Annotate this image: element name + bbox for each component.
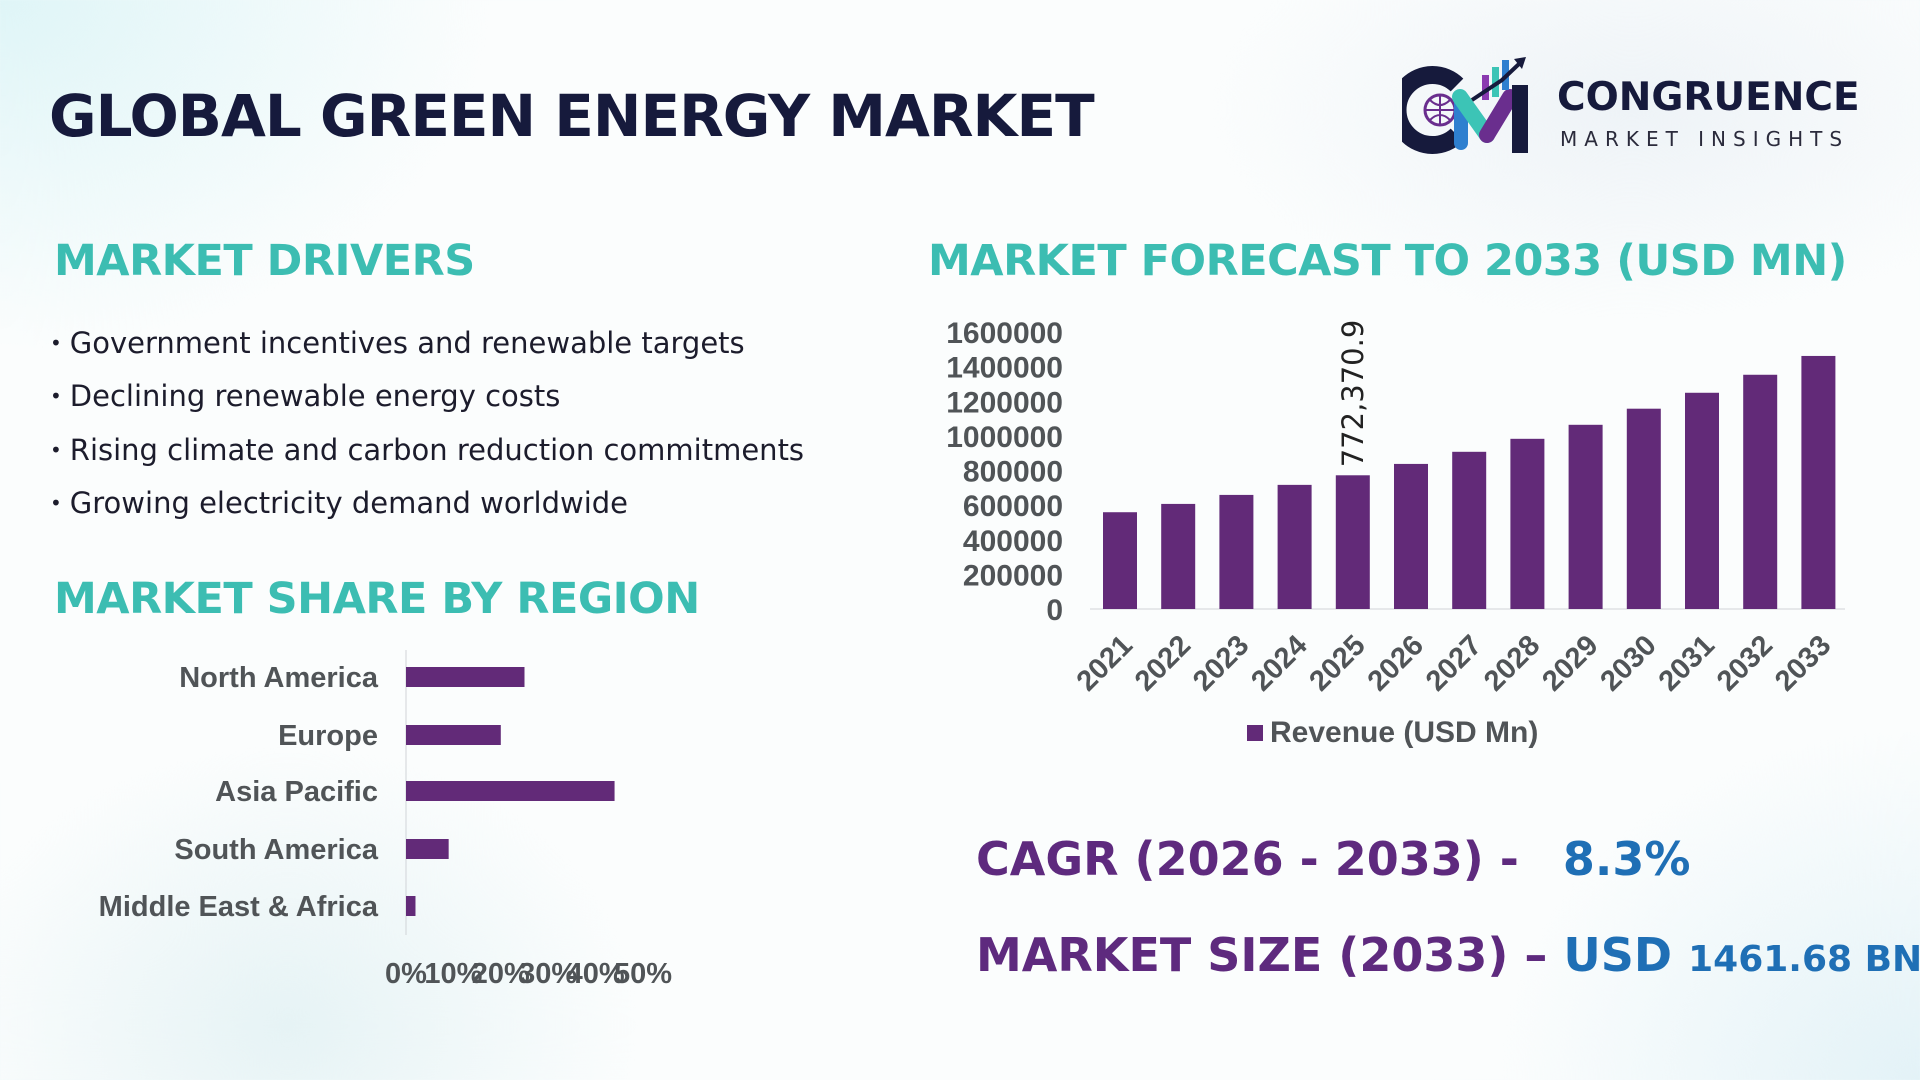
tick-label: 2033	[1769, 629, 1837, 697]
forecast-bar	[1394, 463, 1428, 609]
region-bar-chart: North America Europe Asia Pacific South Ame…	[99, 650, 672, 990]
tick-label: 1400000	[946, 352, 1063, 385]
tick-label: 1600000	[946, 317, 1063, 350]
market-size-value: 1461.68 BN	[1688, 939, 1920, 980]
cagr-label: CAGR (2026 - 2033) -	[976, 832, 1519, 886]
forecast-bar-chart: 0200000400000600000800000100000012000001…	[946, 317, 1845, 749]
forecast-bar	[1743, 374, 1778, 609]
cagr: CAGR (2026 - 2033) - 8.3%	[976, 832, 1690, 886]
tick-label: 2027	[1420, 629, 1488, 697]
driver-item: • Growing electricity demand worldwide	[50, 486, 629, 520]
region-bar	[406, 839, 449, 859]
tick-label: 2024	[1245, 629, 1313, 697]
forecast-bar	[1219, 494, 1254, 609]
driver-text: Growing electricity demand worldwide	[69, 486, 629, 520]
region-bar	[406, 896, 416, 916]
forecast-bar	[1685, 392, 1719, 609]
legend-label: Revenue (USD Mn)	[1270, 716, 1538, 749]
category-label: South America	[174, 834, 378, 866]
tick-label: 1000000	[946, 421, 1063, 454]
driver-item: • Declining renewable energy costs	[50, 379, 561, 413]
tick-label: 600000	[963, 490, 1063, 523]
category-label: Asia Pacific	[215, 776, 378, 808]
tick-label: 1200000	[946, 386, 1063, 419]
category-label: North America	[179, 662, 379, 694]
region-bar	[406, 667, 525, 687]
forecast-bar	[1801, 355, 1836, 609]
tick-label: 2025	[1304, 629, 1372, 697]
region-chart-title: MARKET SHARE BY REGION	[54, 574, 700, 624]
forecast-chart-title: MARKET FORECAST TO 2033 (USD MN)	[928, 236, 1847, 286]
driver-item: • Rising climate and carbon reduction com…	[50, 433, 805, 467]
tick-label: 2023	[1187, 629, 1255, 697]
tick-label: 10%	[424, 958, 482, 990]
tick-label: 2022	[1129, 629, 1197, 697]
forecast-bar	[1568, 424, 1603, 609]
legend-swatch	[1247, 725, 1263, 741]
tick-label: 0%	[385, 958, 427, 990]
tick-label: 2028	[1478, 629, 1546, 697]
forecast-bar	[1510, 438, 1545, 609]
forecast-bar	[1161, 503, 1196, 609]
logo-tagline: MARKET INSIGHTS	[1560, 127, 1850, 151]
logo-mark-icon	[1388, 57, 1528, 154]
driver-text: Declining renewable energy costs	[69, 379, 561, 413]
driver-text: Rising climate and carbon reduction comm…	[69, 433, 805, 467]
logo	[1388, 55, 1552, 155]
forecast-bar	[1626, 408, 1661, 609]
forecast-bar	[1335, 475, 1370, 609]
tick-label: 2029	[1536, 629, 1604, 697]
tick-label: 50%	[614, 958, 672, 990]
logo-name: CONGRUENCE	[1557, 75, 1860, 120]
tick-label: 400000	[963, 525, 1063, 558]
market-size-label: MARKET SIZE (2033) –	[976, 928, 1548, 982]
tick-label: 2030	[1595, 629, 1663, 697]
forecast-bar	[1277, 484, 1312, 609]
tick-label: 800000	[963, 456, 1063, 489]
market-size: MARKET SIZE (2033) – USD 1461.68 BN	[976, 928, 1920, 982]
tick-label: 2032	[1711, 629, 1779, 697]
forecast-bar	[1452, 451, 1487, 609]
cagr-value: 8.3%	[1562, 832, 1691, 886]
category-label: Europe	[278, 720, 378, 752]
data-label: 772,370.9	[1336, 320, 1370, 468]
drivers-heading: MARKET DRIVERS	[54, 236, 475, 286]
driver-text: Government incentives and renewable targ…	[69, 326, 745, 360]
tick-label: 2026	[1362, 629, 1430, 697]
tick-label: 200000	[963, 559, 1063, 592]
tick-label: 20%	[472, 958, 530, 990]
tick-label: 2031	[1653, 629, 1721, 697]
tick-label: 0	[1046, 594, 1063, 627]
tick-label: 40%	[567, 958, 625, 990]
market-size-currency: USD	[1563, 928, 1673, 982]
tick-label: 30%	[519, 958, 577, 990]
region-bar	[406, 725, 501, 745]
tick-label: 2021	[1071, 629, 1139, 697]
forecast-bar	[1103, 512, 1137, 609]
driver-item: • Government incentives and renewable tar…	[50, 326, 745, 360]
region-bar	[406, 781, 615, 801]
category-label: Middle East & Africa	[99, 891, 379, 923]
page-title: GLOBAL GREEN ENERGY MARKET	[49, 82, 1095, 150]
